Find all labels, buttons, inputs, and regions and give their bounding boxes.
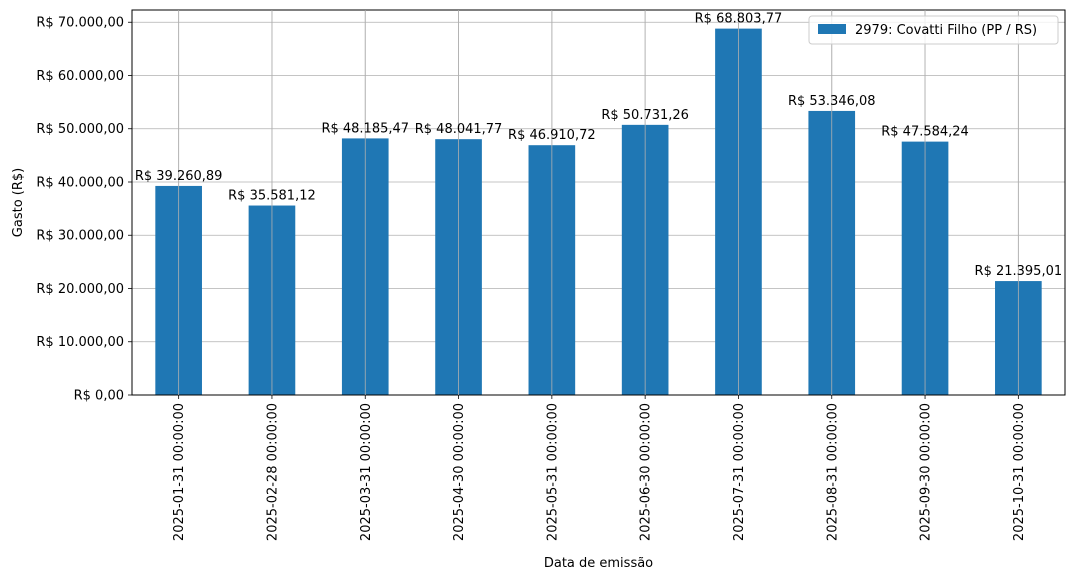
x-axis-label: Data de emissão [544, 556, 653, 571]
y-tick-label: R$ 50.000,00 [36, 122, 124, 137]
x-tick-label: 2025-09-30 00:00:00 [919, 403, 934, 541]
bar-data-label: R$ 39.260,89 [135, 169, 223, 184]
plot-frame [131, 9, 1066, 396]
y-tick-label: R$ 20.000,00 [36, 282, 124, 297]
y-tick-label: R$ 40.000,00 [36, 175, 124, 190]
x-axis: 2025-01-31 00:00:00 2025-02-28 00:00:00 20… [172, 395, 1027, 541]
bar-data-label: R$ 47.584,24 [881, 125, 969, 140]
y-tick-label: R$ 60.000,00 [36, 69, 124, 84]
bar-data-label: R$ 50.731,26 [601, 108, 689, 123]
data-labels: R$ 39.260,89 R$ 35.581,12 R$ 48.185,47 R$ 4… [135, 10, 1062, 395]
legend-swatch [818, 24, 846, 34]
x-tick-label: 2025-05-31 00:00:00 [545, 403, 560, 541]
bar-data-label: R$ 35.581,12 [228, 189, 316, 204]
y-axis: R$ 0,00 R$ 10.000,00 R$ 20.000,00 R$ 30.000… [36, 16, 132, 404]
bar-data-label: R$ 48.185,47 [321, 121, 409, 136]
legend-box [808, 15, 1059, 45]
legend: 2979: Covatti Filho (PP / RS) [808, 15, 1059, 45]
x-tick-label: 2025-08-31 00:00:00 [825, 403, 840, 541]
bar-data-label: R$ 21.395,01 [975, 264, 1063, 279]
bar-data-label: R$ 68.803,77 [695, 12, 783, 27]
x-tick-label: 2025-07-31 00:00:00 [732, 403, 747, 541]
bar-data-label: R$ 53.346,08 [788, 94, 876, 109]
y-tick-label: R$ 70.000,00 [36, 16, 124, 31]
y-tick-label: R$ 0,00 [74, 389, 124, 404]
x-tick-label: 2025-04-30 00:00:00 [452, 403, 467, 541]
x-tick-label: 2025-02-28 00:00:00 [265, 403, 280, 541]
x-tick-label: 2025-06-30 00:00:00 [639, 403, 654, 541]
x-tick-label: 2025-03-31 00:00:00 [359, 403, 374, 541]
y-axis-label: Gasto (R$) [11, 168, 26, 237]
y-tick-label: R$ 30.000,00 [36, 229, 124, 244]
x-tick-label: 2025-10-31 00:00:00 [1012, 403, 1027, 541]
bars [155, 28, 1042, 396]
legend-entry: 2979: Covatti Filho (PP / RS) [855, 23, 1037, 38]
x-tick-label: 2025-01-31 00:00:00 [172, 403, 187, 541]
y-tick-label: R$ 10.000,00 [36, 335, 124, 350]
bar-data-label: R$ 48.041,77 [415, 122, 503, 137]
bar-data-label: R$ 46.910,72 [508, 128, 596, 143]
